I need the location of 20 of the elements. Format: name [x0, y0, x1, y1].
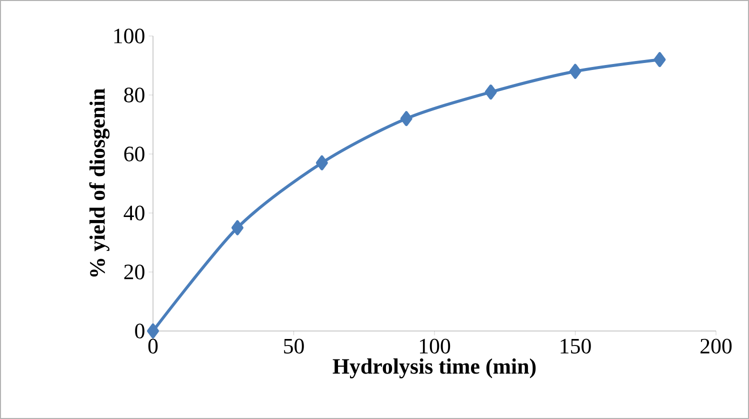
x-tick-label: 0: [148, 338, 158, 354]
point: [484, 84, 497, 100]
x-tick-label: 100: [420, 338, 450, 354]
point: [147, 324, 159, 338]
x-axis-title: Hydrolysis time (min): [332, 358, 536, 378]
y-tick-label: 80: [124, 88, 144, 102]
point: [569, 64, 582, 79]
y-tick-label: 0: [135, 324, 144, 338]
x-tick-label: 150: [560, 338, 591, 354]
point: [231, 220, 244, 236]
y-tick-label: 60: [124, 146, 144, 162]
y-axis-title: % yield of diosgenin: [89, 88, 110, 277]
x-tick-label: 50: [284, 338, 304, 354]
point: [654, 52, 666, 68]
point: [316, 155, 328, 170]
y-tick-label: 20: [124, 264, 144, 280]
point: [400, 111, 412, 126]
y-tick-label: 40: [124, 206, 144, 220]
x-tick-label: 200: [700, 338, 732, 354]
y-tick-label: 100: [114, 28, 144, 44]
